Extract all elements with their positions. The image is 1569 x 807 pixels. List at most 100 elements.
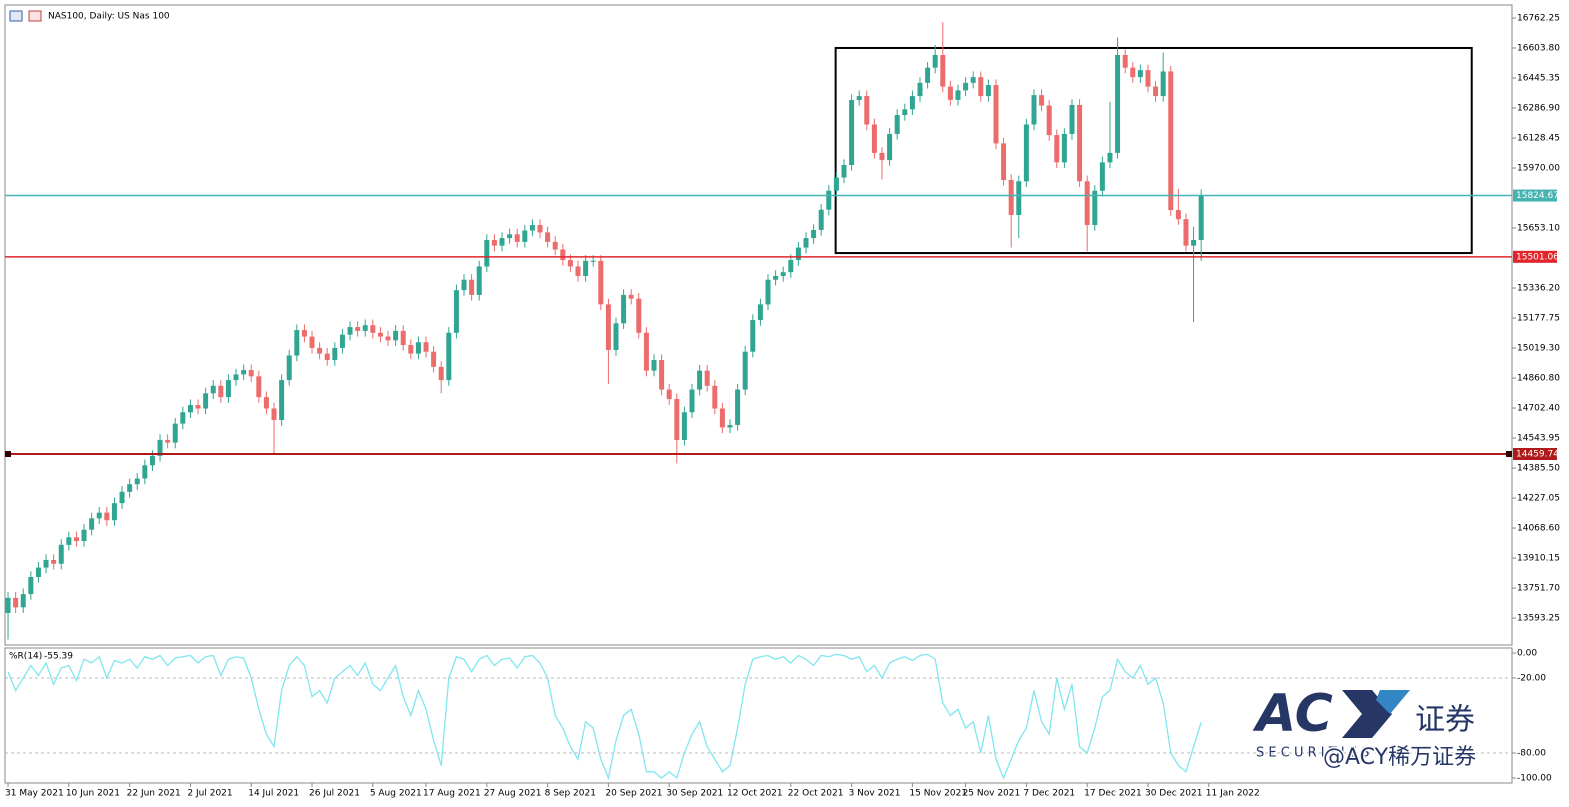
candle-body <box>1084 181 1090 226</box>
candle-body <box>73 537 79 542</box>
candle-body <box>499 238 505 246</box>
candle-body <box>545 232 551 242</box>
candle-body <box>765 279 771 305</box>
candle-body <box>279 380 285 421</box>
candle-body <box>788 260 794 273</box>
level-anchor <box>5 450 11 457</box>
candle-body <box>423 342 429 352</box>
candle-body <box>469 279 475 295</box>
candle-body <box>233 374 239 381</box>
candle-body <box>28 577 34 595</box>
indicator-tick-label: -80.00 <box>1517 749 1546 759</box>
candle-body <box>1122 54 1128 68</box>
candle-body <box>598 260 604 305</box>
level-anchor <box>1506 450 1512 457</box>
candle-body <box>1183 219 1189 246</box>
candle-body <box>659 360 665 390</box>
candle-body <box>1099 162 1105 191</box>
candle-body <box>575 266 581 276</box>
candle-body <box>347 327 353 335</box>
candle-body <box>712 385 718 409</box>
candle-body <box>1092 190 1098 226</box>
candle-body <box>1191 239 1197 246</box>
candle-body <box>324 353 330 361</box>
candle-body <box>1031 95 1037 125</box>
candle-body <box>1168 71 1174 211</box>
candle-body <box>552 241 558 250</box>
candle-body <box>925 67 931 83</box>
candle-body <box>415 342 421 354</box>
level-label: 14459.74 <box>1516 449 1559 459</box>
level-label: 15824.67 <box>1516 191 1559 201</box>
x-tick-label: 17 Dec 2021 <box>1084 789 1142 799</box>
candle-body <box>795 247 801 261</box>
candle-body <box>704 370 710 386</box>
candle-body <box>750 320 756 352</box>
candle-body <box>51 559 57 564</box>
x-tick-label: 17 Aug 2021 <box>423 789 481 799</box>
candle-body <box>742 351 748 390</box>
candle-body <box>1001 143 1007 180</box>
candle-body <box>628 294 634 299</box>
y-tick-label: 15653.10 <box>1517 224 1560 234</box>
candle-body <box>909 96 915 110</box>
candle-body <box>362 325 368 331</box>
candle-body <box>689 389 695 413</box>
candle-body <box>841 165 847 178</box>
y-tick-label: 14068.60 <box>1517 524 1560 534</box>
candle-body <box>377 332 383 337</box>
candle-body <box>529 225 535 231</box>
x-tick-label: 15 Nov 2021 <box>909 789 967 799</box>
candle-body <box>560 249 566 261</box>
candle-body <box>294 330 300 356</box>
candle-body <box>856 96 862 101</box>
candle-body <box>438 366 444 381</box>
candle-body <box>1077 104 1083 182</box>
candle-body <box>1016 181 1022 215</box>
candle-body <box>241 370 247 375</box>
candle-body <box>507 234 513 239</box>
candle-body <box>309 336 315 348</box>
candle-body <box>13 597 19 608</box>
candle-body <box>970 77 976 83</box>
candle-body <box>621 294 627 324</box>
candle-body <box>917 82 923 97</box>
x-tick-label: 30 Dec 2021 <box>1145 789 1203 799</box>
candle-body <box>833 177 839 191</box>
candle-body <box>1115 54 1121 153</box>
candle-body <box>773 275 779 280</box>
icon <box>28 10 42 22</box>
candle-body <box>149 455 155 466</box>
y-tick-label: 15019.30 <box>1517 344 1560 354</box>
candle-body <box>180 412 186 424</box>
candle-body <box>225 380 231 398</box>
candle-body <box>735 389 741 425</box>
candle-body <box>491 239 497 246</box>
y-tick-label: 15177.75 <box>1517 314 1560 324</box>
candle-body <box>963 82 969 91</box>
candle-body <box>1023 124 1029 182</box>
candle-body <box>887 133 893 161</box>
candle-body <box>1137 70 1143 78</box>
candle-body <box>119 491 125 504</box>
candle-body <box>476 266 482 295</box>
y-tick-label: 13910.15 <box>1517 554 1560 564</box>
candle-body <box>248 370 254 377</box>
candle-body <box>1046 105 1052 136</box>
candle-body <box>172 423 178 443</box>
candle-body <box>187 405 193 413</box>
candle-body <box>81 529 87 542</box>
y-tick-label: 13593.25 <box>1517 614 1560 624</box>
y-tick-label: 14702.40 <box>1517 404 1560 414</box>
candle-body <box>818 209 824 230</box>
candle-body <box>674 399 680 440</box>
candle-body <box>613 323 619 350</box>
candle-body <box>111 503 117 521</box>
candle-body <box>210 385 216 394</box>
candle-body <box>20 594 26 608</box>
candle-body <box>1175 210 1181 220</box>
icon <box>9 10 23 22</box>
level-tag <box>1513 189 1557 202</box>
candle-body <box>484 239 490 267</box>
candle-body <box>643 332 649 371</box>
